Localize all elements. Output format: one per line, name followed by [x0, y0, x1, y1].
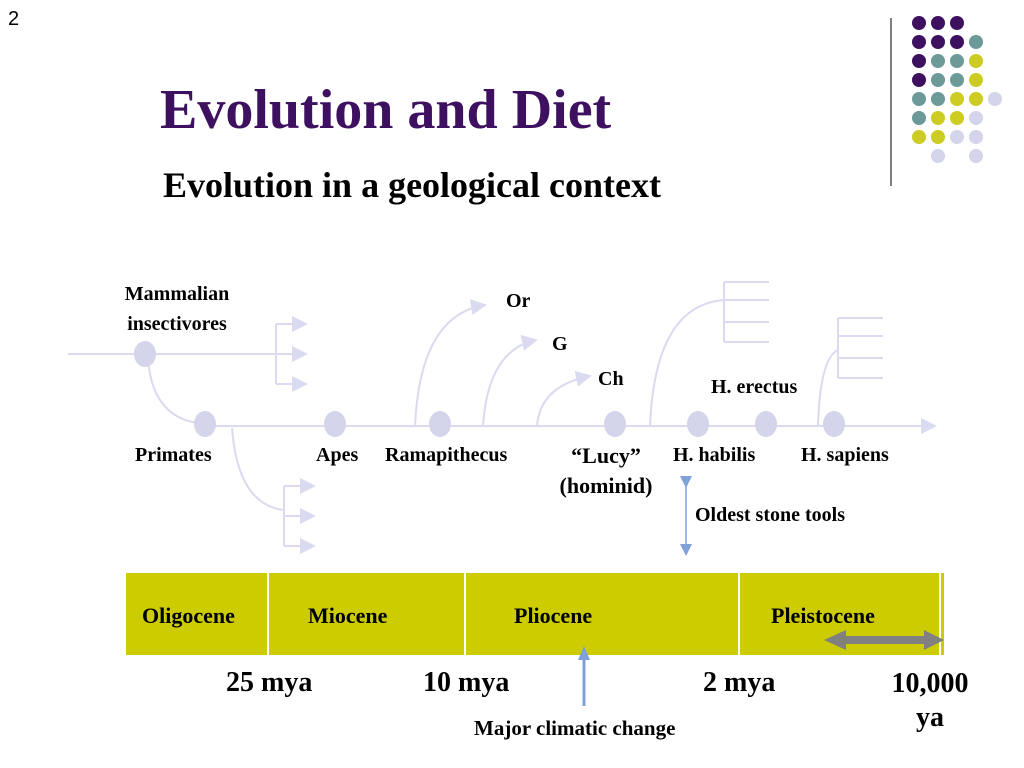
apes-label: Apes [316, 444, 359, 466]
epoch-oligocene: Oligocene [142, 603, 235, 628]
decorative-dot [931, 35, 945, 49]
epoch-band: Oligocene Miocene Pliocene Pleistocene [126, 573, 944, 655]
decorative-dot [969, 35, 983, 49]
epoch-divider [267, 573, 269, 655]
decorative-dot [912, 130, 926, 144]
lucy-label: “Lucy” (hominid) [559, 443, 653, 498]
stone-tools-label: Oldest stone tools [695, 504, 845, 526]
decorative-dot [950, 73, 964, 87]
epoch-divider [939, 573, 941, 655]
h-habilis-node [687, 411, 709, 437]
apes-node [324, 411, 346, 437]
decorative-dot [912, 16, 926, 30]
decorative-dot [969, 130, 983, 144]
g-label: G [552, 333, 568, 355]
decorative-dot [969, 149, 983, 163]
climatic-change-arrowhead [578, 646, 590, 660]
decorative-dot [931, 111, 945, 125]
page-subtitle: Evolution in a geological context [163, 165, 661, 205]
h-sapiens-label: H. sapiens [801, 444, 889, 466]
decorative-dot [912, 35, 926, 49]
epoch-pleistocene: Pleistocene [771, 603, 875, 628]
decorative-dot [950, 35, 964, 49]
decorative-dot [931, 54, 945, 68]
decorative-dot [912, 92, 926, 106]
decorative-dot [988, 92, 1002, 106]
decorative-dot [969, 111, 983, 125]
time-10000-ya: 10,000 ya [891, 668, 969, 733]
decorative-dot [950, 16, 964, 30]
decorative-dot [912, 54, 926, 68]
primates-node [194, 411, 216, 437]
ramapithecus-label: Ramapithecus [385, 444, 508, 466]
lucy-node [604, 411, 626, 437]
decorative-dot [912, 111, 926, 125]
holocene-span-arrow [824, 630, 944, 650]
decorative-dot [950, 130, 964, 144]
time-10-mya: 10 mya [423, 667, 510, 698]
ch-label: Ch [598, 368, 624, 390]
h-erectus-node [755, 411, 777, 437]
decorative-dot [969, 54, 983, 68]
slide-number: 2 [8, 8, 20, 30]
h-erectus-label: H. erectus [711, 376, 798, 398]
decorative-dot [950, 54, 964, 68]
primates-label: Primates [135, 444, 212, 466]
ramapithecus-node [429, 411, 451, 437]
mammalian-insectivores-label: Mammalian insectivores [124, 283, 230, 335]
decorative-dot [950, 92, 964, 106]
insectivore-node [134, 341, 156, 367]
decorative-dot [931, 92, 945, 106]
epoch-divider [738, 573, 740, 655]
epoch-pliocene: Pliocene [514, 603, 593, 628]
or-label: Or [506, 290, 531, 312]
decorative-dot [931, 73, 945, 87]
decorative-dot [931, 130, 945, 144]
h-sapiens-node [823, 411, 845, 437]
decorative-dot [931, 149, 945, 163]
h-habilis-label: H. habilis [673, 444, 756, 466]
decorative-dot [912, 73, 926, 87]
decorative-dot [969, 73, 983, 87]
time-25-mya: 25 mya [226, 667, 313, 698]
decorative-dot [931, 16, 945, 30]
climatic-change-label: Major climatic change [474, 716, 676, 740]
time-2-mya: 2 mya [703, 667, 776, 698]
decorative-dot [969, 92, 983, 106]
page-title: Evolution and Diet [160, 79, 612, 141]
decorative-dot [950, 111, 964, 125]
epoch-divider [464, 573, 466, 655]
epoch-miocene: Miocene [308, 603, 388, 628]
primate-branch-curve [147, 353, 206, 425]
